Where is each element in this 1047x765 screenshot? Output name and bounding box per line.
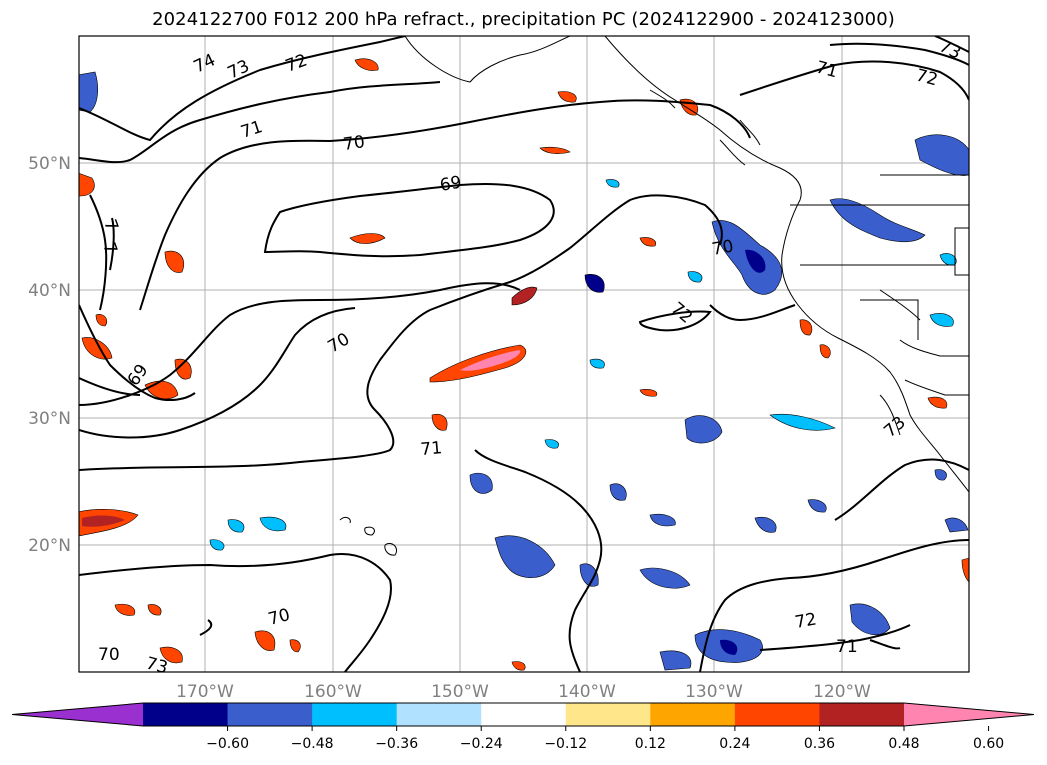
lat-tick-label: 40°N (28, 281, 71, 301)
coastlines (339, 36, 969, 556)
map-frame (78, 35, 970, 673)
refractivity-contours (79, 36, 969, 672)
colorbar-extend-max (904, 703, 1034, 726)
map-title: 2024122700 F012 200 hPa refract., precip… (152, 9, 895, 30)
colorbar-tick-label: 0.24 (719, 736, 750, 752)
contour-label: 70 (98, 645, 120, 665)
colorbar-tick-label: −0.48 (291, 736, 334, 752)
lat-tick-label: 20°N (28, 536, 71, 556)
colorbar-tick-label: 0.12 (635, 736, 666, 752)
colorbar-segment (143, 703, 229, 726)
colorbar-segment (650, 703, 736, 726)
colorbar-segment (396, 703, 482, 726)
colorbar-tick-label: 0.36 (804, 736, 835, 752)
colorbar-tick-label: −0.24 (460, 736, 503, 752)
lon-tick-label: 150°W (431, 682, 489, 702)
colorbar-tick-label: −0.60 (206, 736, 249, 752)
colorbar-labels: −0.60 −0.48 −0.36 −0.24 −0.12 0.12 0.24 0.36 0.4… (206, 736, 1004, 752)
contour-label: 70 (710, 236, 735, 259)
colorbar-outline (11, 702, 1035, 727)
colorbar-segment (227, 703, 313, 726)
colorbar (11, 702, 1035, 731)
lon-tick-label: 170°W (176, 682, 234, 702)
colorbar-tick-label: 0.48 (888, 736, 919, 752)
colorbar-segment (481, 703, 567, 726)
colorbar-segment (312, 703, 398, 726)
lat-tick-label: 30°N (28, 409, 71, 429)
colorbar-segment (565, 703, 651, 726)
colorbar-tick-label: −0.12 (544, 736, 587, 752)
colorbar-segment (734, 703, 820, 726)
contour-label: 73 (144, 654, 170, 679)
colorbar-tick-label: −0.36 (375, 736, 418, 752)
colorbar-tick-label: 0.60 (973, 736, 1004, 752)
lon-tick-label: 130°W (685, 682, 743, 702)
lon-tick-label: 140°W (558, 682, 616, 702)
precip-positive (79, 58, 969, 671)
contour-label: 72 (793, 609, 818, 632)
lat-tick-label: 50°N (28, 154, 71, 174)
contour-label: 71 (420, 438, 443, 460)
latitude-ticks: 50°N 40°N 30°N 20°N (28, 154, 71, 556)
lon-tick-label: 120°W (813, 682, 871, 702)
contour-label: 70 (342, 132, 366, 155)
contour-label: 69 (438, 172, 463, 195)
longitude-ticks: 170°W 160°W 150°W 140°W 130°W 120°W (176, 682, 871, 702)
colorbar-segment (819, 703, 905, 726)
colorbar-extend-min (12, 703, 143, 726)
contour-label: 71 (836, 637, 858, 657)
precip-negative (79, 71, 969, 671)
lon-tick-label: 160°W (304, 682, 362, 702)
